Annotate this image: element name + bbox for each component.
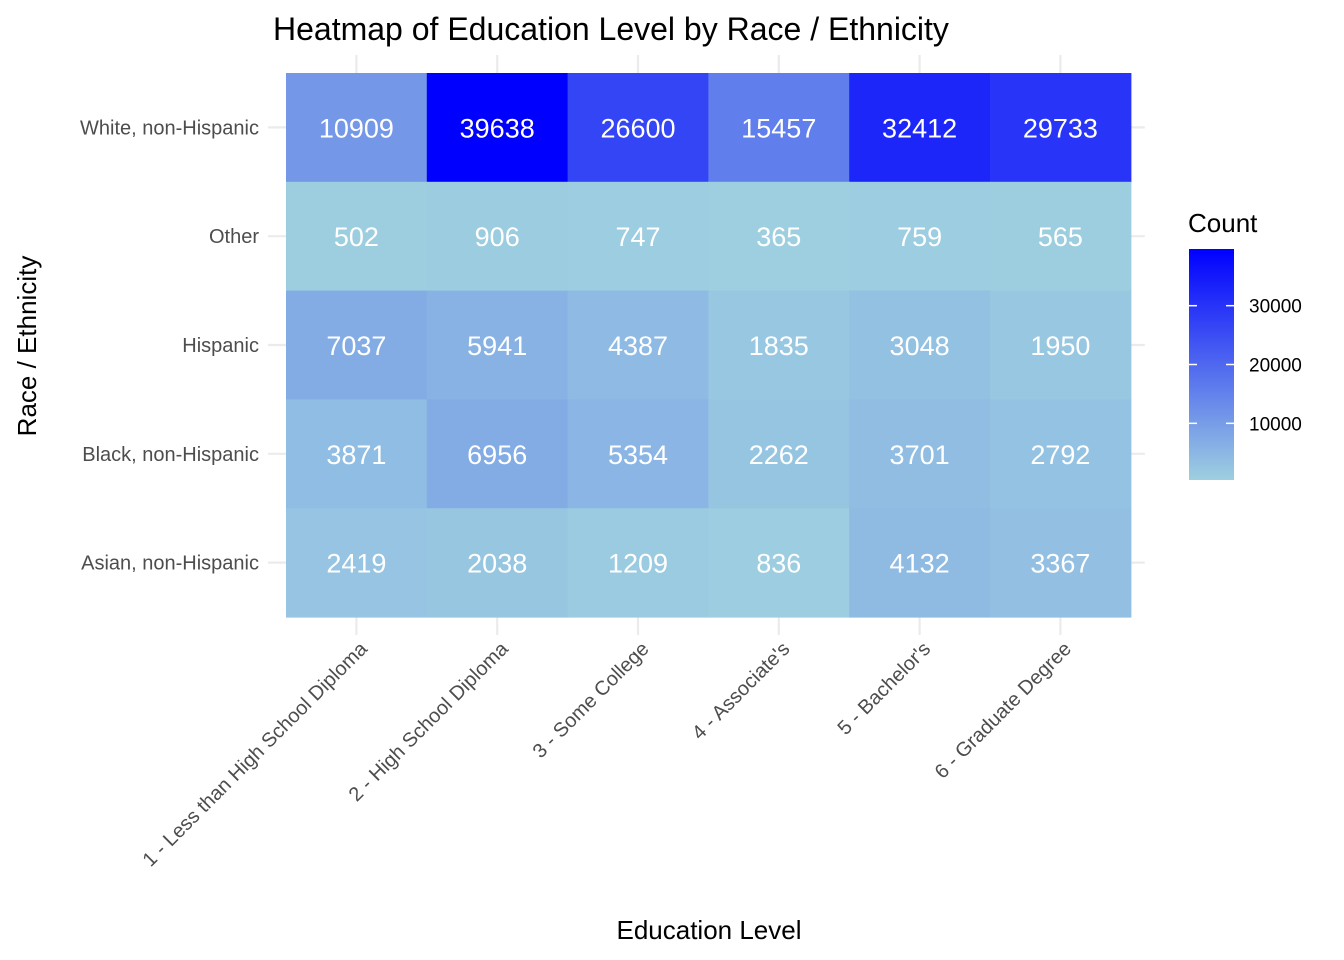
y-axis-ticks: White, non-Hispanic Other Hispanic Black, n…: [80, 117, 259, 574]
cell-value-label: 2038: [467, 549, 527, 579]
heatmap-cell: [567, 181, 709, 292]
cell-value-label: 1835: [749, 331, 809, 361]
x-tick-label-5-bachelor-s: 5 - Bachelor's: [834, 638, 936, 740]
cell-value-label: 906: [475, 222, 520, 252]
heatmap-cell: [286, 290, 428, 400]
heatmap-cells: [286, 73, 1132, 618]
heatmap-cell: [849, 181, 991, 292]
x-axis-title: Education Level: [616, 915, 801, 945]
heatmap-cell: [990, 290, 1132, 400]
cell-value-label: 3367: [1030, 549, 1090, 579]
heatmap-cell: [286, 508, 428, 618]
x-tick-label-3-some-college: 3 - Some College: [529, 638, 654, 763]
cell-value-label: 565: [1038, 222, 1083, 252]
x-tick-label-6-graduate-degree: 6 - Graduate Degree: [931, 638, 1076, 783]
cell-value-label: 6956: [467, 440, 527, 470]
heatmap-cell: [426, 399, 569, 509]
cell-value-label: 1209: [608, 549, 668, 579]
cell-value-label: 836: [756, 549, 801, 579]
legend-tick-label: 10000: [1249, 414, 1302, 435]
heatmap-cell: [708, 73, 850, 183]
y-tick-label-other: Other: [209, 226, 259, 248]
heatmap-cell: [426, 290, 569, 400]
chart-title: Heatmap of Education Level by Race / Eth…: [273, 11, 949, 47]
cell-value-label: 29733: [1023, 113, 1098, 143]
cell-value-label: 3701: [890, 440, 950, 470]
y-tick-label-black-non-hispanic: Black, non-Hispanic: [82, 444, 259, 466]
heatmap-cell: [849, 290, 991, 400]
heatmap-cell: [849, 508, 991, 618]
heatmap-cell: [990, 181, 1132, 292]
legend-tick-label: 20000: [1249, 356, 1302, 377]
cell-value-label: 4132: [890, 549, 950, 579]
heatmap-cell: [286, 73, 428, 183]
legend-tick-label: 30000: [1249, 297, 1302, 318]
heatmap-cell: [990, 399, 1132, 509]
cell-value-label: 15457: [741, 113, 816, 143]
cell-value-label: 2262: [749, 440, 809, 470]
cell-value-label: 1950: [1030, 331, 1090, 361]
cell-value-labels: 10909 39638 26600 15457 32412 29733 502 906 747 3…: [319, 113, 1098, 578]
heatmap-cell: [286, 399, 428, 509]
cell-value-label: 4387: [608, 331, 668, 361]
cell-value-label: 32412: [882, 113, 957, 143]
heatmap-cell: [708, 508, 850, 618]
heatmap-cell: [708, 399, 850, 509]
y-tick-label-hispanic: Hispanic: [182, 335, 259, 357]
y-tick-label-white-non-hispanic: White, non-Hispanic: [80, 117, 259, 139]
y-tick-label-asian-non-hispanic: Asian, non-Hispanic: [81, 553, 259, 575]
heatmap-cell: [567, 399, 709, 509]
cell-value-label: 5354: [608, 440, 668, 470]
heatmap-cell: [708, 290, 850, 400]
cell-value-label: 747: [615, 222, 660, 252]
cell-value-label: 3048: [890, 331, 950, 361]
heatmap-cell: [567, 290, 709, 400]
cell-value-label: 502: [334, 222, 379, 252]
cell-value-label: 365: [756, 222, 801, 252]
heatmap-cell: [426, 181, 569, 292]
x-tick-label-2-high-school-diploma: 2 - High School Diploma: [345, 637, 514, 806]
legend-title: Count: [1188, 208, 1258, 238]
heatmap-cell: [426, 73, 569, 183]
legend-ticks: 10000 20000 30000: [1189, 297, 1302, 435]
cell-value-label: 39638: [460, 113, 535, 143]
y-axis-title: Race / Ethnicity: [12, 256, 42, 437]
x-tick-label-1-less-than-high-school-diploma: 1 - Less than High School Diploma: [139, 637, 373, 871]
heatmap-cell: [849, 399, 991, 509]
cell-value-label: 2419: [326, 549, 386, 579]
heatmap-cell: [990, 508, 1132, 618]
legend: Count 10000 20000 30000: [1188, 208, 1302, 480]
cell-value-label: 2792: [1030, 440, 1090, 470]
cell-value-label: 26600: [600, 113, 675, 143]
x-tick-label-4-associate-s: 4 - Associate's: [688, 638, 794, 744]
cell-value-label: 3871: [326, 440, 386, 470]
heatmap-cell: [286, 181, 428, 292]
cell-value-label: 10909: [319, 113, 394, 143]
heatmap-cell: [567, 508, 709, 618]
heatmap-cell: [567, 73, 709, 183]
cell-value-label: 759: [897, 222, 942, 252]
cell-value-label: 7037: [326, 331, 386, 361]
heatmap-cell: [708, 181, 850, 292]
cell-value-label: 5941: [467, 331, 527, 361]
heatmap-cell: [990, 73, 1132, 183]
heatmap-cell: [849, 73, 991, 183]
heatmap-cell: [426, 508, 569, 618]
